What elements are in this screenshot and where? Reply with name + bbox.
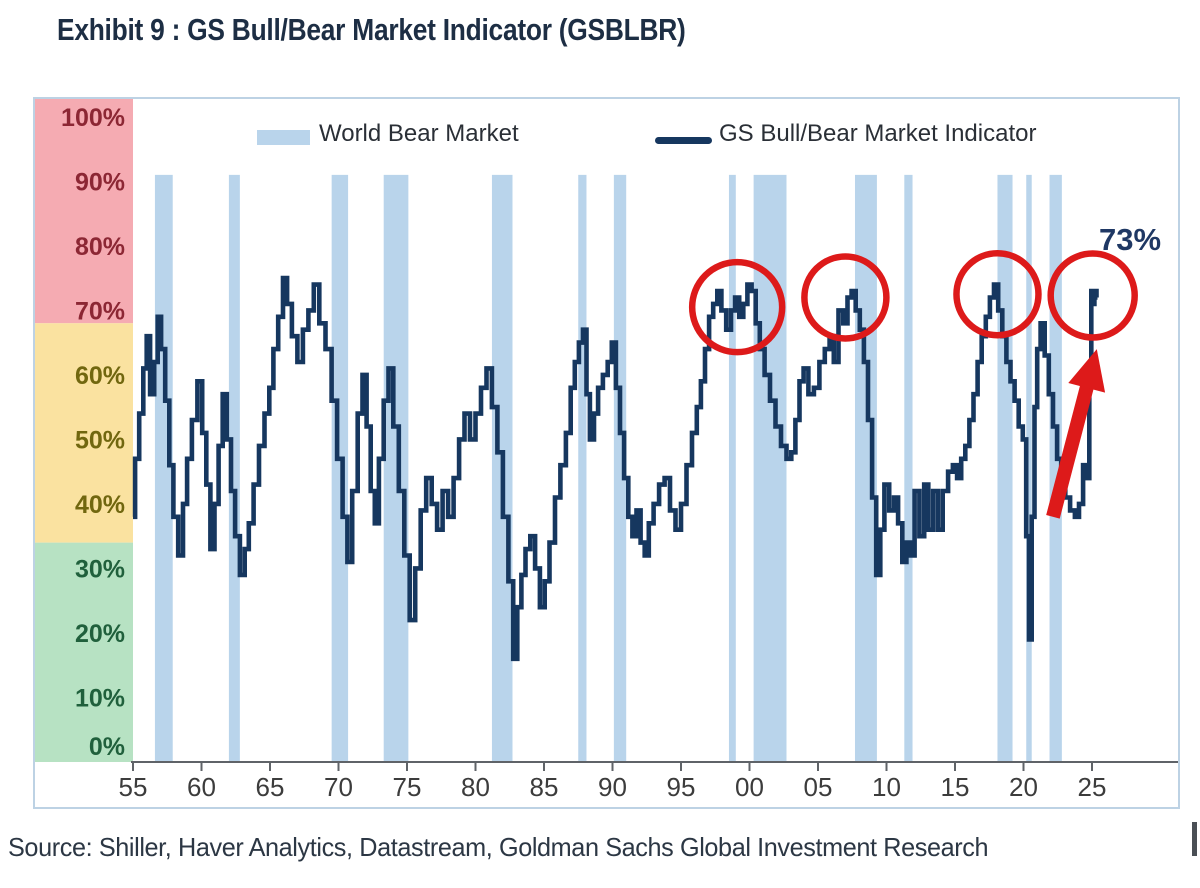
bear-market-band (613, 174, 627, 763)
x-tick-label: 25 (1078, 772, 1107, 802)
y-tick-label: 50% (75, 426, 125, 454)
y-tick-label: 100% (61, 104, 125, 132)
x-tick-label: 15 (941, 772, 970, 802)
x-tick-label: 75 (393, 772, 422, 802)
x-tick-label: 05 (804, 772, 833, 802)
x-tick-label: 60 (187, 772, 216, 802)
y-tick-label: 30% (75, 555, 125, 583)
bear-market-band (997, 174, 1013, 763)
y-tick-label: 60% (75, 362, 125, 390)
latest-value-label: 73% (1098, 222, 1162, 257)
x-tick-label: 90 (598, 772, 627, 802)
arrow-head-icon (1068, 349, 1106, 393)
x-tick-label: 00 (735, 772, 764, 802)
bear-market-band (578, 174, 587, 763)
bear-market-band (154, 174, 173, 763)
zone-high-risk (35, 97, 133, 324)
legend-bear-market-label: World Bear Market (319, 120, 519, 147)
bear-market-band (904, 174, 913, 763)
bear-market-band (728, 174, 736, 763)
arrow-shaft (1046, 378, 1096, 519)
chart-frame: 55 60 65 70 75 80 85 90 95 00 05 10 15 20 25 0% 10% 20% 30… (33, 97, 1180, 809)
y-tick-label: 90% (75, 168, 125, 196)
legend-indicator-label: GS Bull/Bear Market Indicator (719, 120, 1037, 147)
peak-circle-annotation (801, 253, 890, 342)
x-tick-label: 80 (461, 772, 490, 802)
x-tick-label: 10 (872, 772, 901, 802)
y-tick-label: 20% (75, 620, 125, 648)
y-tick-label: 70% (75, 297, 125, 325)
zone-neutral (35, 323, 133, 543)
bear-market-band (228, 174, 240, 763)
bear-market-band (753, 174, 787, 763)
screen-edge-artifact (1192, 822, 1197, 856)
bear-market-band (1026, 174, 1032, 763)
bear-market-band (331, 174, 349, 763)
page-title: Exhibit 9 : GS Bull/Bear Market Indicato… (57, 12, 686, 47)
peak-circle-annotation (953, 249, 1042, 339)
x-tick-label: 70 (324, 772, 353, 802)
x-tick-label: 95 (667, 772, 696, 802)
indicator-line (132, 275, 1099, 662)
y-tick-label: 40% (75, 491, 125, 519)
zone-low-risk (35, 542, 133, 762)
x-tick-label: 20 (1009, 772, 1038, 802)
chart-svg: 55 60 65 70 75 80 85 90 95 00 05 10 15 20 25 0% 10% 20% 30… (35, 97, 1178, 802)
y-tick-label: 80% (75, 233, 125, 261)
bear-market-swatch-icon (257, 130, 310, 145)
y-tick-label: 0% (89, 733, 125, 761)
x-tick-label: 55 (119, 772, 148, 802)
x-tick-label: 85 (530, 772, 559, 802)
x-tick-label: 65 (256, 772, 285, 802)
source-text: Source: Shiller, Haver Analytics, Datast… (8, 832, 989, 862)
peak-circle-annotation (688, 258, 786, 356)
bear-market-band (383, 174, 409, 763)
indicator-line-swatch-icon (655, 137, 712, 144)
y-tick-label: 10% (75, 684, 125, 712)
peak-circle-annotation (1047, 250, 1138, 341)
